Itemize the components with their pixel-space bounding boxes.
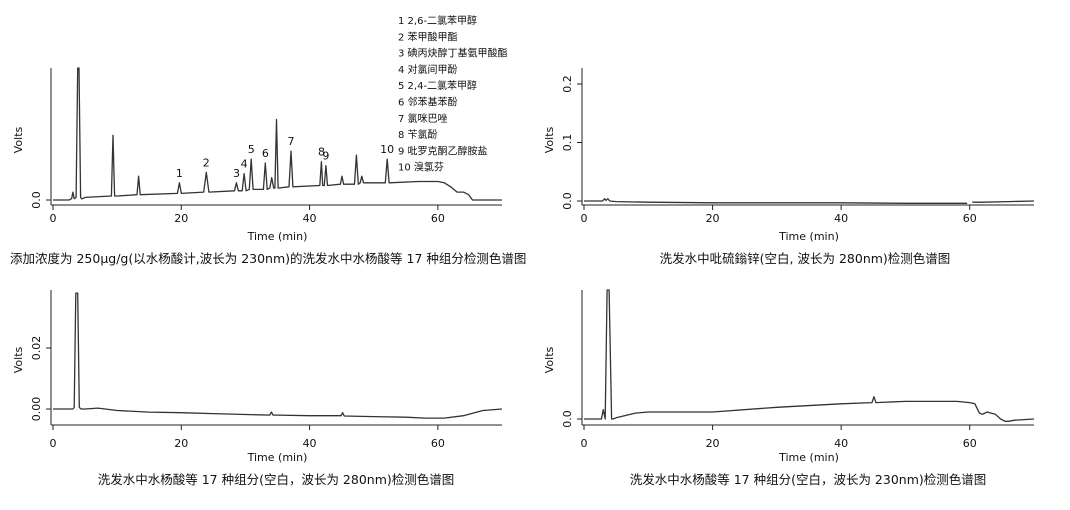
x-tick-label: 60 (963, 437, 977, 450)
chart-caption: 洗发水中水杨酸等 17 种组分(空白，波长为 280nm)检测色谱图 (98, 472, 455, 487)
chart-caption: 添加浓度为 250μg/g(以水杨酸计,波长为 230nm)的洗发水中水杨酸等 … (10, 251, 526, 266)
x-axis-title: Time (min) (778, 230, 839, 243)
chromatogram-trace-1 (53, 292, 503, 419)
chromatogram-trace-1 (584, 289, 1035, 422)
y-axis-title: Volts (543, 126, 556, 153)
x-tick-label: 60 (963, 212, 977, 225)
x-tick-label: 20 (706, 437, 720, 450)
x-tick-label: 20 (706, 212, 720, 225)
legend-entry: 8 苄氯酚 (398, 128, 438, 141)
x-tick-label: 0 (581, 212, 588, 225)
x-tick-label: 0 (50, 437, 57, 450)
peak-label: 4 (241, 158, 248, 171)
x-tick-label: 0 (50, 212, 57, 225)
x-tick-label: 40 (834, 437, 848, 450)
x-axis-title: Time (min) (247, 230, 308, 243)
peak-label: 5 (248, 143, 255, 156)
y-tick-label: 0.2 (561, 75, 574, 93)
y-tick-label: 0.0 (561, 410, 574, 428)
legend-entry: 6 邻苯基苯酚 (398, 96, 458, 109)
x-axis-title: Time (min) (778, 451, 839, 464)
peak-label: 7 (287, 135, 294, 148)
legend-entry: 10 溴氯芬 (398, 161, 444, 174)
peak-label: 6 (262, 147, 269, 160)
x-tick-label: 0 (581, 437, 588, 450)
chart-panel-1: 0 20 40 60 0.0 Time (min) Volts 1 2 345 6 7 89 10 1 2,… (10, 14, 526, 266)
y-tick-label: 0.0 (30, 191, 43, 209)
legend-entry: 2 苯甲酸甲酯 (398, 30, 458, 43)
chart-panel-3: 0 20 40 60 0.00 0.02 Time (min) Volts 洗发水中水杨酸等 1… (12, 290, 503, 487)
legend-entry: 7 氯咪巴唑 (398, 112, 448, 125)
y-tick-label: 0.0 (561, 192, 574, 210)
legend-entry: 9 吡罗克酮乙醇胺盐 (398, 144, 488, 157)
x-tick-label: 40 (303, 437, 317, 450)
y-tick-label: 0.00 (30, 397, 43, 422)
chart-panel-4: 0 20 40 60 0.0 Time (min) Volts 洗发水中水杨酸等 17 种组分… (543, 289, 1035, 487)
chromatogram-trace-1 (53, 67, 502, 201)
chart-caption: 洗发水中吡硫鎓锌(空白, 波长为 280nm)检测色谱图 (660, 251, 951, 266)
x-tick-label: 40 (303, 212, 317, 225)
x-tick-label: 40 (834, 212, 848, 225)
x-tick-label: 60 (431, 437, 445, 450)
peak-label: 9 (322, 150, 329, 163)
y-axis-title: Volts (543, 346, 556, 373)
legend-entry: 5 2,4-二氯苯甲醇 (398, 79, 477, 92)
peak-label: 1 (176, 167, 183, 180)
peak-label: 2 (203, 156, 210, 169)
legend-entry: 4 对氯间甲酚 (398, 63, 458, 76)
legend-entry: 3 碘丙炔醇丁基氨甲酸酯 (398, 47, 508, 60)
x-tick-label: 20 (174, 437, 188, 450)
chromatogram-trace-1 (584, 198, 1035, 204)
x-axis-title: Time (min) (247, 451, 308, 464)
chart-panel-2: 0 20 40 60 0.0 0.1 0.2 Time (min) Volts 洗发水中吡硫鎓锌(… (543, 68, 1035, 266)
y-tick-label: 0.02 (30, 336, 43, 361)
legend-entry: 1 2,6-二氯苯甲醇 (398, 14, 477, 27)
peak-label: 3 (233, 167, 240, 180)
peak-label: 10 (380, 143, 394, 156)
x-tick-label: 60 (431, 212, 445, 225)
y-axis-title: Volts (12, 346, 25, 373)
y-tick-label: 0.1 (561, 134, 574, 152)
y-axis-title: Volts (12, 126, 25, 153)
x-tick-label: 20 (174, 212, 188, 225)
peak-label: 8 (318, 146, 325, 159)
chart-caption: 洗发水中水杨酸等 17 种组分(空白，波长为 230nm)检测色谱图 (630, 472, 987, 487)
